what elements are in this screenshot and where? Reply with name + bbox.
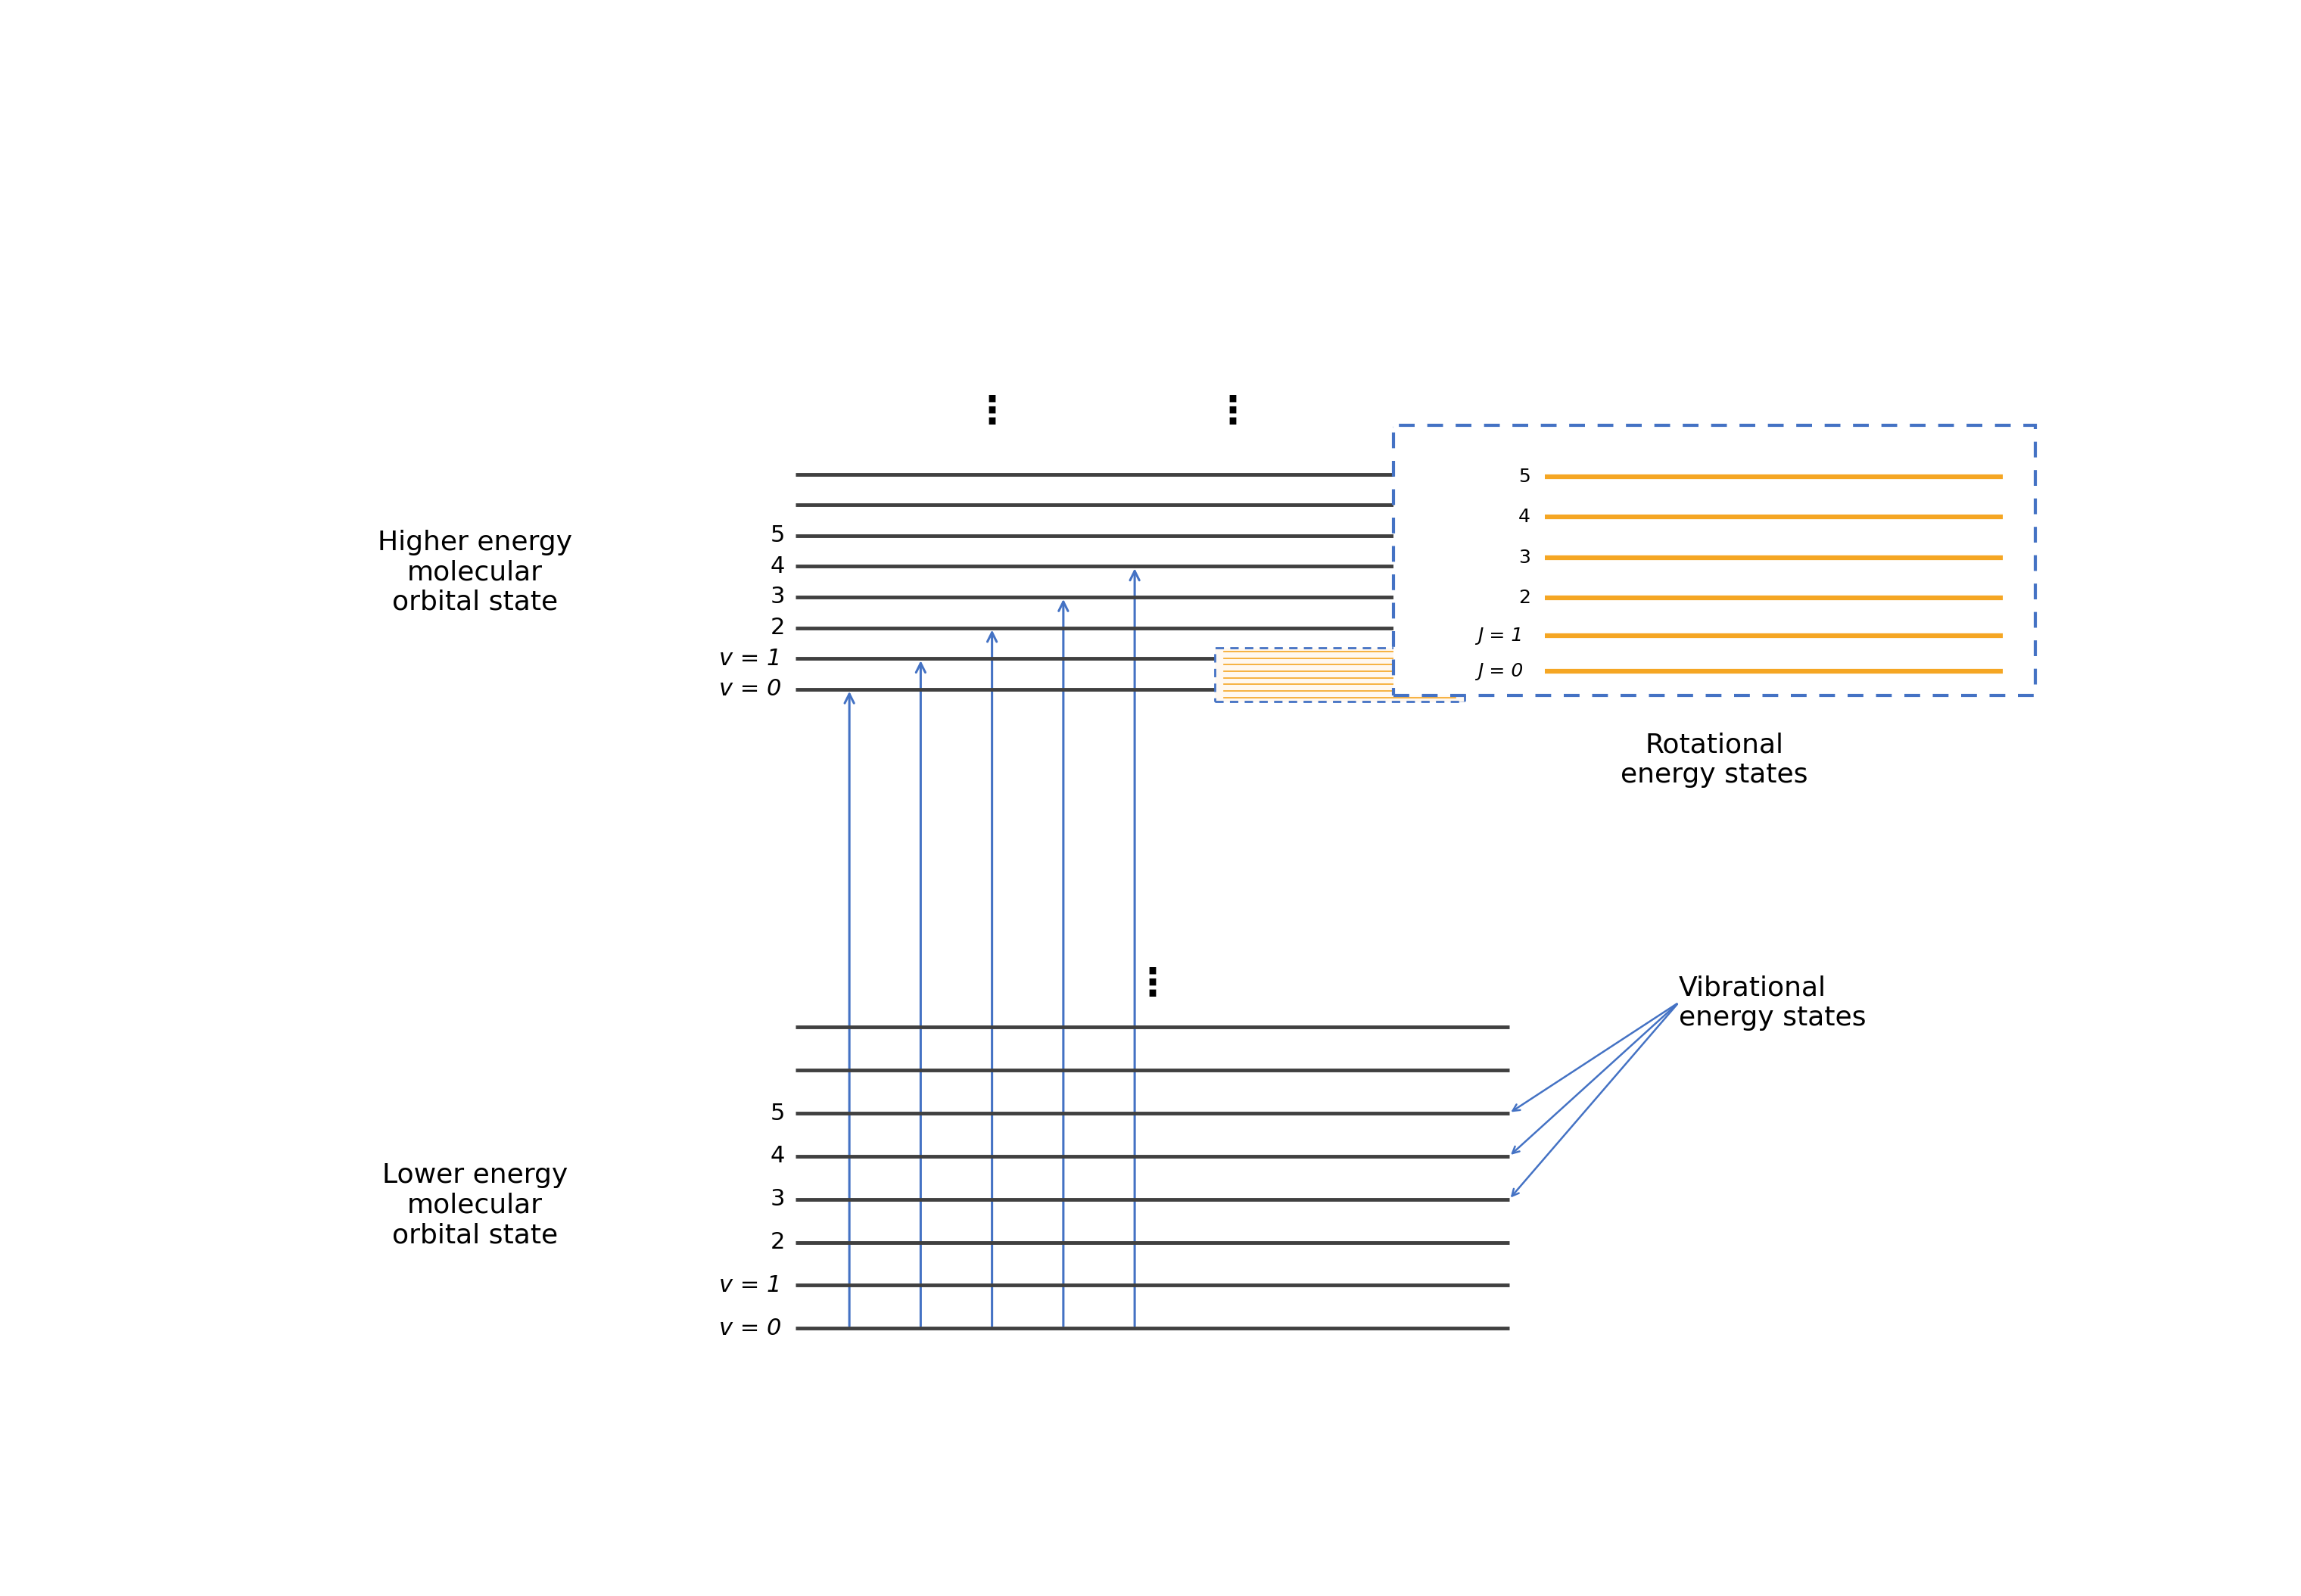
Text: 5: 5	[771, 1103, 785, 1124]
Text: J = 0: J = 0	[1477, 662, 1523, 680]
Text: 3: 3	[771, 586, 785, 608]
Text: v = 1: v = 1	[720, 648, 782, 669]
Text: 2: 2	[771, 1231, 785, 1253]
Text: 3: 3	[1519, 549, 1530, 567]
Text: v = 1: v = 1	[720, 1274, 782, 1296]
Text: 2: 2	[1519, 589, 1530, 606]
Text: J = 1: J = 1	[1477, 627, 1523, 645]
Text: 3: 3	[771, 1189, 785, 1210]
Text: 2: 2	[771, 616, 785, 638]
Text: 4: 4	[771, 555, 785, 578]
Bar	[1215, 648, 1463, 702]
Bar	[1394, 425, 2036, 696]
Text: 5: 5	[1519, 468, 1530, 485]
Text: v = 0: v = 0	[720, 1317, 782, 1339]
Text: v = 0: v = 0	[720, 678, 782, 701]
Text: Rotational
energy states: Rotational energy states	[1620, 733, 1809, 788]
Text: ⋮: ⋮	[1215, 394, 1252, 431]
Text: 4: 4	[1519, 508, 1530, 527]
Text: 4: 4	[771, 1146, 785, 1167]
Text: ⋮: ⋮	[1134, 966, 1171, 1002]
Text: 5: 5	[771, 525, 785, 546]
Text: Higher energy
molecular
orbital state: Higher energy molecular orbital state	[377, 530, 573, 614]
Text: ⋮: ⋮	[973, 394, 1010, 431]
Text: Lower energy
molecular
orbital state: Lower energy molecular orbital state	[382, 1163, 568, 1248]
Text: Vibrational
energy states: Vibrational energy states	[1680, 975, 1866, 1031]
